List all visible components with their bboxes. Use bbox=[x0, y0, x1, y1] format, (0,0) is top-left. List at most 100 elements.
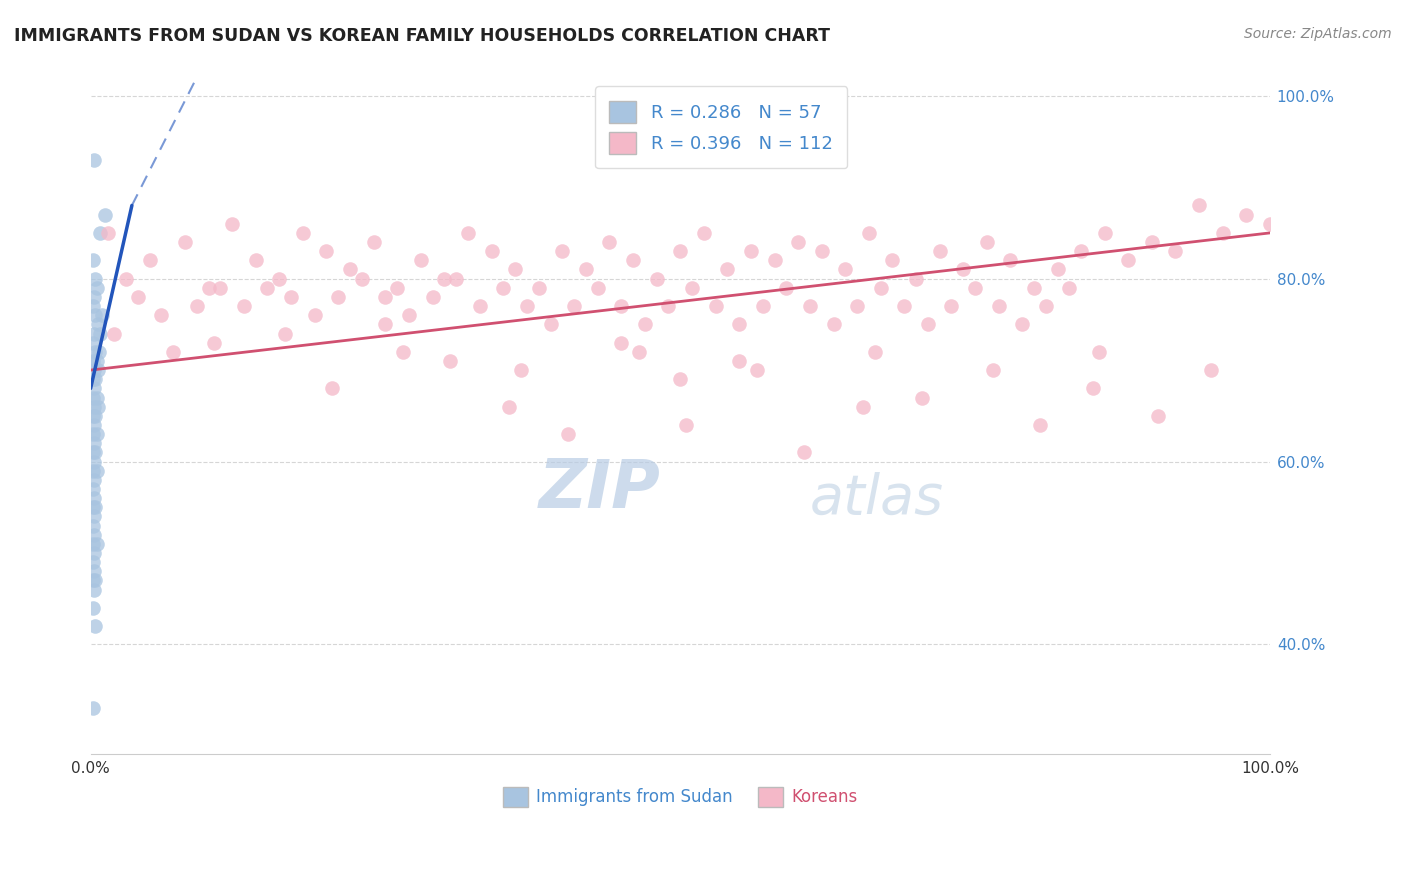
Point bbox=[481, 244, 503, 259]
Point bbox=[83, 454, 105, 468]
Point bbox=[291, 226, 314, 240]
Point bbox=[269, 271, 291, 285]
Point bbox=[1164, 244, 1187, 259]
Point bbox=[84, 445, 107, 459]
Point bbox=[86, 464, 108, 478]
Point bbox=[681, 281, 703, 295]
Point bbox=[94, 208, 117, 222]
Point bbox=[82, 701, 104, 715]
Point bbox=[834, 262, 856, 277]
Point bbox=[433, 271, 456, 285]
Point bbox=[82, 464, 104, 478]
Point bbox=[669, 372, 692, 386]
Text: Source: ZipAtlas.com: Source: ZipAtlas.com bbox=[1244, 27, 1392, 41]
Point bbox=[387, 281, 409, 295]
Point bbox=[823, 318, 845, 332]
Point bbox=[787, 235, 810, 249]
Point bbox=[498, 400, 520, 414]
Point bbox=[84, 574, 107, 588]
Point bbox=[174, 235, 197, 249]
Point bbox=[510, 363, 533, 377]
Point bbox=[127, 290, 149, 304]
Point bbox=[1081, 381, 1104, 395]
Point bbox=[1070, 244, 1092, 259]
Point bbox=[693, 226, 716, 240]
Point bbox=[1258, 217, 1281, 231]
Point bbox=[321, 381, 343, 395]
Point bbox=[374, 318, 396, 332]
Point bbox=[987, 299, 1010, 313]
Point bbox=[82, 253, 104, 268]
Point bbox=[728, 318, 751, 332]
Point bbox=[1046, 262, 1069, 277]
Point bbox=[83, 417, 105, 432]
Point bbox=[627, 344, 650, 359]
Point bbox=[1000, 253, 1022, 268]
Point bbox=[83, 564, 105, 578]
Point bbox=[1022, 281, 1045, 295]
Point bbox=[911, 391, 934, 405]
Point bbox=[84, 409, 107, 423]
Point bbox=[103, 326, 125, 341]
Text: ZIP: ZIP bbox=[538, 456, 661, 522]
Point bbox=[82, 335, 104, 350]
Point bbox=[350, 271, 373, 285]
Point bbox=[752, 299, 775, 313]
Point bbox=[86, 427, 108, 442]
Point bbox=[846, 299, 869, 313]
Point bbox=[97, 226, 120, 240]
Point bbox=[586, 281, 609, 295]
Point bbox=[1011, 318, 1033, 332]
Point bbox=[457, 226, 479, 240]
Point bbox=[84, 500, 107, 515]
Point bbox=[91, 308, 114, 322]
Point bbox=[468, 299, 491, 313]
Point bbox=[89, 226, 111, 240]
Point bbox=[83, 153, 105, 167]
Point bbox=[793, 445, 815, 459]
Point bbox=[503, 262, 526, 277]
Point bbox=[976, 235, 998, 249]
Point bbox=[83, 290, 105, 304]
Point bbox=[82, 482, 104, 496]
Point bbox=[89, 326, 111, 341]
Point bbox=[328, 290, 350, 304]
Point bbox=[610, 335, 633, 350]
Point bbox=[82, 555, 104, 569]
Point bbox=[398, 308, 420, 322]
Point bbox=[274, 326, 297, 341]
Point bbox=[83, 527, 105, 541]
Point bbox=[84, 308, 107, 322]
Point bbox=[863, 344, 886, 359]
Point bbox=[893, 299, 915, 313]
Point bbox=[82, 600, 104, 615]
Point bbox=[82, 427, 104, 442]
Point bbox=[598, 235, 620, 249]
Point bbox=[551, 244, 574, 259]
Point bbox=[422, 290, 444, 304]
Point bbox=[83, 491, 105, 505]
Point bbox=[1212, 226, 1234, 240]
Point bbox=[209, 281, 232, 295]
Point bbox=[439, 354, 461, 368]
Point bbox=[941, 299, 963, 313]
Point bbox=[304, 308, 326, 322]
Point bbox=[882, 253, 904, 268]
Point bbox=[86, 318, 108, 332]
Point bbox=[516, 299, 538, 313]
Point bbox=[339, 262, 361, 277]
Point bbox=[716, 262, 738, 277]
Point bbox=[634, 318, 657, 332]
Point bbox=[83, 546, 105, 560]
Point bbox=[858, 226, 880, 240]
Point bbox=[82, 391, 104, 405]
Point bbox=[86, 391, 108, 405]
Point bbox=[82, 518, 104, 533]
Point bbox=[740, 244, 762, 259]
Point bbox=[86, 400, 108, 414]
Point bbox=[1059, 281, 1081, 295]
Point bbox=[280, 290, 302, 304]
Point bbox=[256, 281, 278, 295]
Text: IMMIGRANTS FROM SUDAN VS KOREAN FAMILY HOUSEHOLDS CORRELATION CHART: IMMIGRANTS FROM SUDAN VS KOREAN FAMILY H… bbox=[14, 27, 830, 45]
Point bbox=[115, 271, 138, 285]
